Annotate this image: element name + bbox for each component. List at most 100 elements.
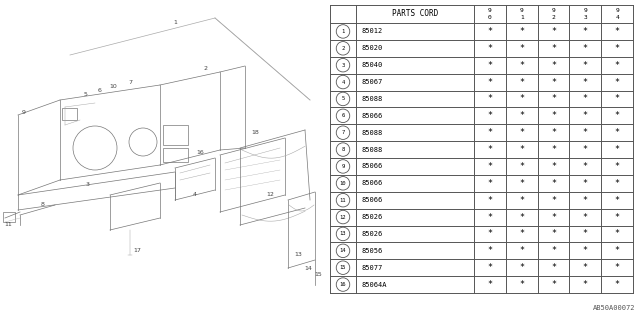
Text: *: * <box>551 229 556 238</box>
Text: *: * <box>488 263 492 272</box>
Text: *: * <box>583 44 588 53</box>
Text: *: * <box>519 145 524 154</box>
Text: *: * <box>519 61 524 70</box>
Text: 0: 0 <box>488 15 492 20</box>
Text: *: * <box>614 111 620 120</box>
Text: *: * <box>488 246 492 255</box>
Text: 8: 8 <box>341 147 344 152</box>
Bar <box>163 125 188 145</box>
Text: *: * <box>614 246 620 255</box>
Text: 85066: 85066 <box>361 113 382 119</box>
Text: *: * <box>488 94 492 103</box>
Text: *: * <box>551 145 556 154</box>
Text: AB50A00072: AB50A00072 <box>593 305 635 311</box>
Text: 15: 15 <box>314 273 322 277</box>
Text: *: * <box>551 196 556 205</box>
Text: *: * <box>551 111 556 120</box>
Text: *: * <box>519 77 524 87</box>
Text: *: * <box>519 111 524 120</box>
Text: 85066: 85066 <box>361 164 382 169</box>
Text: *: * <box>583 61 588 70</box>
Text: *: * <box>551 246 556 255</box>
Text: *: * <box>583 196 588 205</box>
Text: *: * <box>551 179 556 188</box>
Text: 14: 14 <box>340 248 346 253</box>
Text: 1: 1 <box>341 29 344 34</box>
Text: *: * <box>488 111 492 120</box>
Text: *: * <box>519 196 524 205</box>
Text: 13: 13 <box>340 231 346 236</box>
Text: *: * <box>551 162 556 171</box>
Text: *: * <box>614 196 620 205</box>
Text: 16: 16 <box>340 282 346 287</box>
Text: *: * <box>519 212 524 221</box>
Text: *: * <box>488 128 492 137</box>
Text: *: * <box>488 229 492 238</box>
Text: 3: 3 <box>584 15 587 20</box>
Text: 6: 6 <box>341 113 344 118</box>
Bar <box>163 148 188 162</box>
Text: 8: 8 <box>41 203 45 207</box>
Text: *: * <box>488 61 492 70</box>
Text: *: * <box>519 263 524 272</box>
Text: *: * <box>488 27 492 36</box>
Text: 3: 3 <box>341 63 344 68</box>
Text: 7: 7 <box>128 81 132 85</box>
Text: *: * <box>614 77 620 87</box>
Text: *: * <box>551 263 556 272</box>
Text: 3: 3 <box>86 182 90 188</box>
Text: *: * <box>583 77 588 87</box>
Text: *: * <box>583 263 588 272</box>
Text: 13: 13 <box>294 252 302 258</box>
Text: *: * <box>614 27 620 36</box>
Text: *: * <box>551 44 556 53</box>
Text: *: * <box>614 229 620 238</box>
Text: *: * <box>614 263 620 272</box>
Text: *: * <box>614 145 620 154</box>
Text: *: * <box>488 44 492 53</box>
Text: *: * <box>519 280 524 289</box>
Text: 9: 9 <box>22 109 26 115</box>
Text: *: * <box>551 61 556 70</box>
Text: *: * <box>583 27 588 36</box>
Text: 85056: 85056 <box>361 248 382 254</box>
Text: 18: 18 <box>251 131 259 135</box>
Text: 10: 10 <box>340 181 346 186</box>
Text: *: * <box>614 162 620 171</box>
Text: *: * <box>519 162 524 171</box>
Text: *: * <box>614 44 620 53</box>
Text: 85066: 85066 <box>361 180 382 186</box>
Text: 12: 12 <box>340 215 346 220</box>
Text: *: * <box>488 145 492 154</box>
Text: 85088: 85088 <box>361 130 382 136</box>
Text: *: * <box>551 94 556 103</box>
Text: *: * <box>583 212 588 221</box>
Text: 6: 6 <box>98 89 102 93</box>
Text: *: * <box>583 111 588 120</box>
Text: *: * <box>519 246 524 255</box>
Text: *: * <box>551 77 556 87</box>
Text: 11: 11 <box>4 222 12 228</box>
Text: PARTS CORD: PARTS CORD <box>392 10 438 19</box>
Text: *: * <box>614 280 620 289</box>
Bar <box>62 108 77 120</box>
Text: 5: 5 <box>83 92 87 98</box>
Text: 4: 4 <box>615 15 619 20</box>
Text: 5: 5 <box>341 96 344 101</box>
Text: 9: 9 <box>584 8 587 13</box>
Text: 85026: 85026 <box>361 214 382 220</box>
Text: 2: 2 <box>552 15 556 20</box>
Text: 9: 9 <box>615 8 619 13</box>
Text: 14: 14 <box>304 266 312 270</box>
Text: *: * <box>614 179 620 188</box>
Text: *: * <box>519 229 524 238</box>
Text: 17: 17 <box>133 247 141 252</box>
Text: 85040: 85040 <box>361 62 382 68</box>
Text: 10: 10 <box>109 84 117 90</box>
Text: 12: 12 <box>266 193 274 197</box>
Text: *: * <box>488 179 492 188</box>
Text: *: * <box>614 61 620 70</box>
Text: 85066: 85066 <box>361 197 382 203</box>
Text: 85012: 85012 <box>361 28 382 35</box>
Text: 4: 4 <box>341 80 344 84</box>
